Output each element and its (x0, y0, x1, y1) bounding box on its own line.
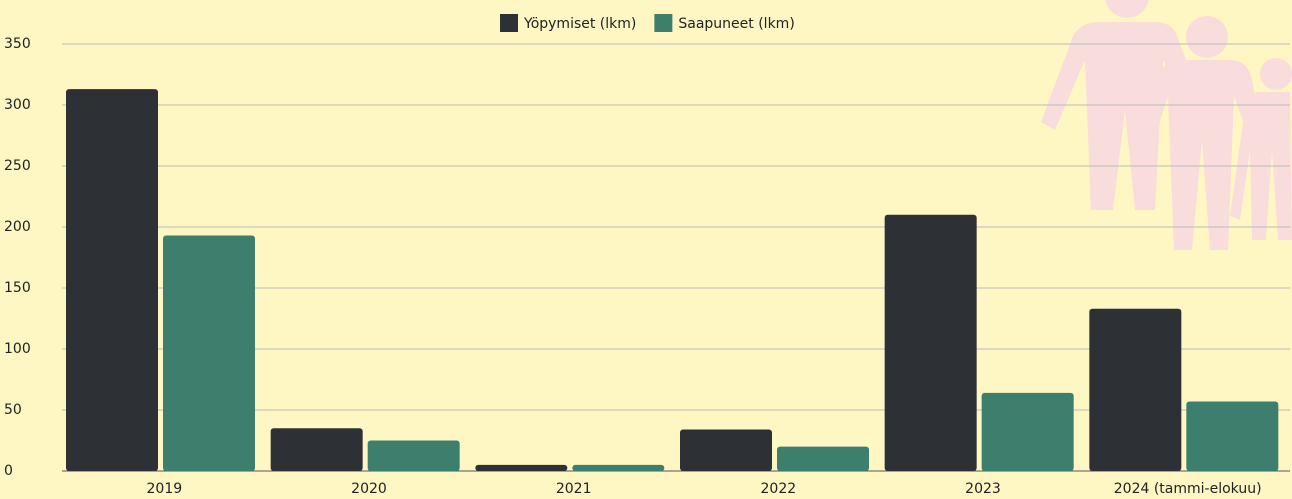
legend-label: Yöpymiset (lkm) (523, 16, 636, 32)
bar (885, 215, 977, 471)
y-tick-label: 150 (4, 280, 31, 296)
y-tick-label: 50 (4, 402, 22, 418)
y-tick-label: 250 (4, 158, 31, 174)
x-tick-label: 2020 (351, 481, 387, 497)
legend-swatch (654, 14, 672, 32)
bar (680, 430, 772, 471)
x-tick-label: 2022 (761, 481, 797, 497)
y-tick-label: 300 (4, 97, 31, 113)
bar (66, 89, 158, 471)
legend-label: Saapuneet (lkm) (678, 16, 794, 32)
bar (271, 428, 363, 471)
chart: 0 50 100 150 200 250 300 350 Yöpymiset (lkm) Saap… (0, 0, 1292, 499)
bar (572, 465, 664, 471)
x-tick-label: 2019 (147, 481, 183, 497)
legend-swatch (500, 14, 518, 32)
bar (475, 465, 567, 471)
bar (163, 236, 255, 471)
x-tick-label: 2024 (tammi-elokuu) (1114, 481, 1262, 497)
bar (1186, 401, 1278, 471)
bar (1089, 309, 1181, 471)
bar (777, 447, 869, 471)
y-tick-label: 350 (4, 36, 31, 52)
y-tick-label: 200 (4, 219, 31, 235)
x-tick-label: 2023 (965, 481, 1001, 497)
x-tick-label: 2021 (556, 481, 592, 497)
y-tick-label: 0 (4, 463, 13, 479)
y-tick-label: 100 (4, 341, 31, 357)
page: 0 50 100 150 200 250 300 350 Yöpymiset (lkm) Saap… (0, 0, 1292, 499)
bar (982, 393, 1074, 471)
bar (368, 441, 460, 472)
